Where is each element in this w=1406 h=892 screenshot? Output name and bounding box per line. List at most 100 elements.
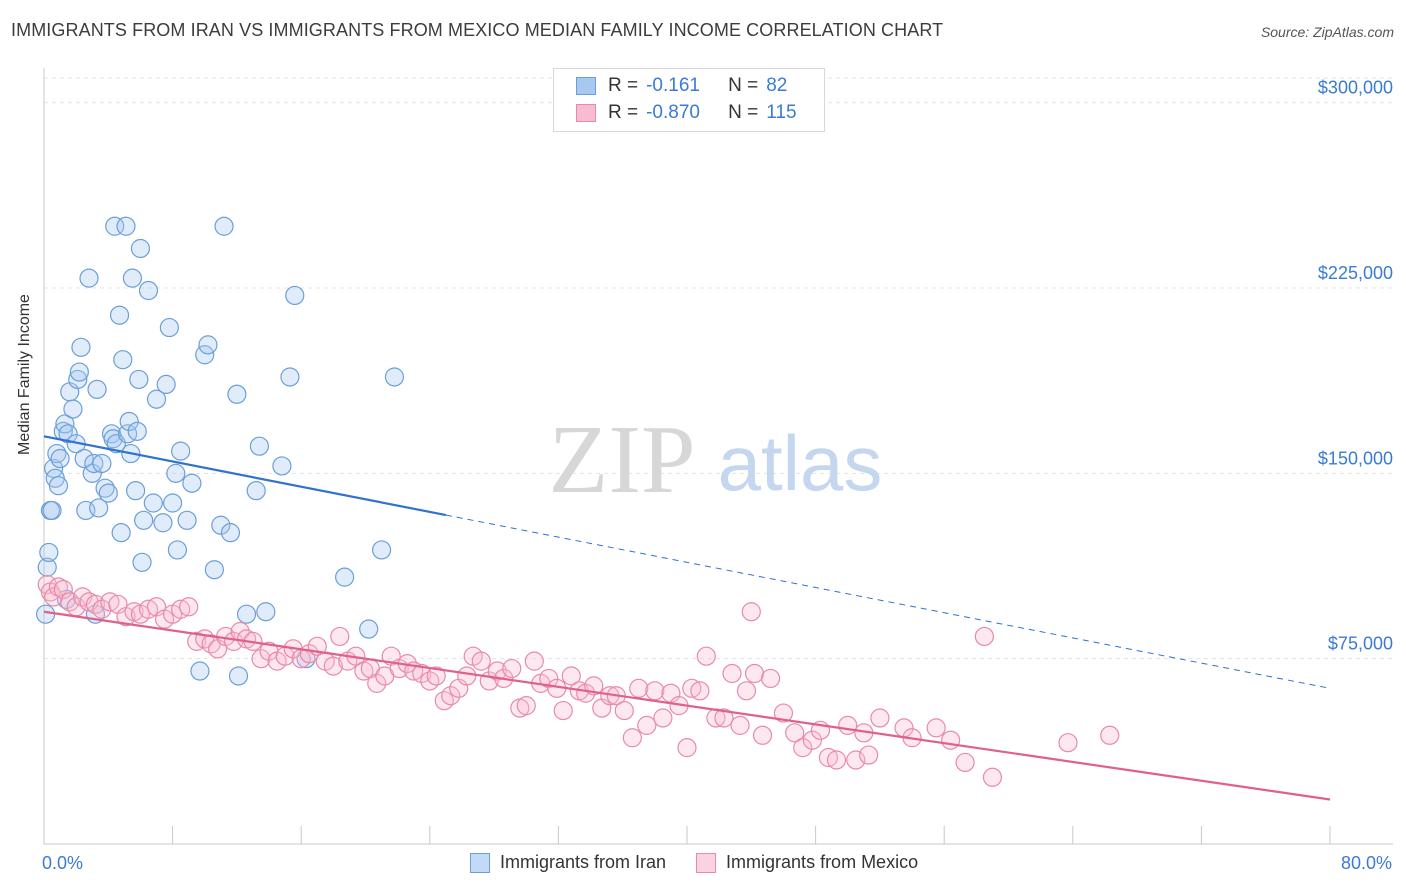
- iran-points: [36, 216, 405, 686]
- mexico-point: [838, 715, 858, 735]
- mexico-point: [516, 696, 536, 716]
- mexico-point: [926, 718, 946, 738]
- mexico-point: [561, 666, 581, 686]
- mexico-point: [553, 700, 573, 721]
- iran-point: [246, 481, 266, 501]
- mexico-point: [323, 656, 343, 676]
- mexico-point: [846, 750, 866, 770]
- iran-point: [153, 513, 173, 533]
- series-legend-iran: Immigrants from Iran: [470, 852, 666, 873]
- watermark-atlas: atlas: [718, 419, 883, 507]
- iran-point: [134, 510, 154, 530]
- iran-point: [82, 463, 102, 483]
- series-legend-mexico: Immigrants from Mexico: [696, 852, 918, 873]
- y-axis-label: Median Family Income: [16, 294, 33, 455]
- source-credit: Source: ZipAtlas.com: [1260, 24, 1394, 40]
- legend-n-value: 115: [766, 102, 797, 123]
- mexico-point: [637, 715, 657, 735]
- iran-point: [119, 411, 139, 432]
- y-tick-label: $225,000: [1318, 263, 1393, 283]
- iran-point: [111, 523, 131, 543]
- iran-point: [127, 421, 147, 441]
- iran-point: [105, 216, 125, 236]
- mexico-point: [744, 663, 765, 684]
- iran-point: [143, 493, 163, 513]
- chart-title: IMMIGRANTS FROM IRAN VS IMMIGRANTS FROM …: [11, 20, 944, 40]
- iran-point: [214, 216, 234, 236]
- mexico-point: [138, 599, 159, 619]
- mexico-point: [367, 673, 387, 693]
- iran-point: [146, 389, 167, 409]
- series-swatch-iran: [470, 852, 490, 873]
- series-label-iran: Immigrants from Iran: [500, 852, 667, 872]
- iran-point: [182, 473, 202, 493]
- legend-r-label: R =: [608, 102, 639, 123]
- iran-point: [48, 476, 69, 496]
- iran-point: [177, 510, 197, 530]
- iran-point: [109, 305, 130, 325]
- mexico-point: [653, 708, 673, 728]
- mexico-point: [100, 592, 120, 612]
- iran-point: [58, 424, 78, 444]
- iran-point: [69, 362, 89, 382]
- iran-point: [335, 567, 355, 587]
- iran-point: [74, 448, 94, 469]
- iran-point: [285, 285, 305, 306]
- iran-point: [359, 619, 379, 639]
- iran-point: [156, 374, 176, 394]
- mexico-point: [941, 730, 961, 750]
- iran-point: [371, 540, 392, 560]
- correlation-legend: R = -0.161 N = 82 R = -0.870 N = 115: [553, 68, 825, 132]
- iran-point: [167, 540, 188, 560]
- mexico-point: [1100, 725, 1120, 745]
- legend-r-label: R =: [608, 75, 639, 96]
- iran-point: [116, 216, 136, 236]
- iran-trend-extension: [445, 514, 1331, 689]
- iran-point: [166, 463, 186, 483]
- iran-point: [163, 493, 183, 513]
- iran-point: [198, 335, 218, 355]
- y-tick-labels: $75,000 $150,000 $225,000 $300,000: [1318, 78, 1393, 654]
- iran-point: [190, 661, 210, 681]
- legend-swatch-mexico: [576, 104, 596, 122]
- iran-point: [138, 280, 159, 301]
- mexico-point: [682, 678, 702, 698]
- mexico-point: [502, 658, 522, 679]
- iran-point: [220, 523, 241, 543]
- x-axis-min-label: 0.0%: [42, 853, 84, 873]
- series-swatch-mexico: [696, 852, 717, 873]
- mexico-point: [412, 663, 432, 684]
- mexico-point: [690, 681, 710, 701]
- iran-point: [132, 552, 152, 572]
- mexico-point: [53, 579, 73, 600]
- mexico-point: [722, 663, 742, 684]
- mexico-point: [539, 668, 559, 689]
- mexico-point: [614, 700, 634, 721]
- legend-row-mexico: R = -0.870 N = 115: [576, 100, 797, 126]
- iran-point: [130, 238, 151, 259]
- iran-point: [211, 515, 231, 535]
- iran-point: [37, 557, 57, 577]
- mexico-point: [677, 738, 697, 758]
- mexico-point: [179, 597, 199, 617]
- mexico-point: [741, 602, 761, 622]
- mexico-point: [785, 723, 805, 743]
- mexico-point: [60, 592, 80, 612]
- mexico-point: [955, 752, 975, 773]
- mexico-point: [714, 708, 734, 728]
- mexico-point: [1058, 733, 1078, 753]
- legend-n-label: N =: [728, 102, 759, 123]
- mexico-point: [802, 730, 822, 750]
- mexico-point: [736, 681, 757, 701]
- iran-point: [113, 350, 133, 370]
- legend-swatch-iran: [576, 77, 596, 95]
- iran-point: [256, 602, 276, 622]
- y-tick-label: $300,000: [1318, 78, 1393, 98]
- mexico-point: [622, 728, 642, 748]
- mexico-point: [730, 715, 750, 735]
- iran-trend-line: [43, 435, 447, 517]
- mexico-point: [793, 738, 813, 758]
- legend-r-value: -0.161: [646, 75, 700, 96]
- y-tick-label: $75,000: [1328, 634, 1393, 654]
